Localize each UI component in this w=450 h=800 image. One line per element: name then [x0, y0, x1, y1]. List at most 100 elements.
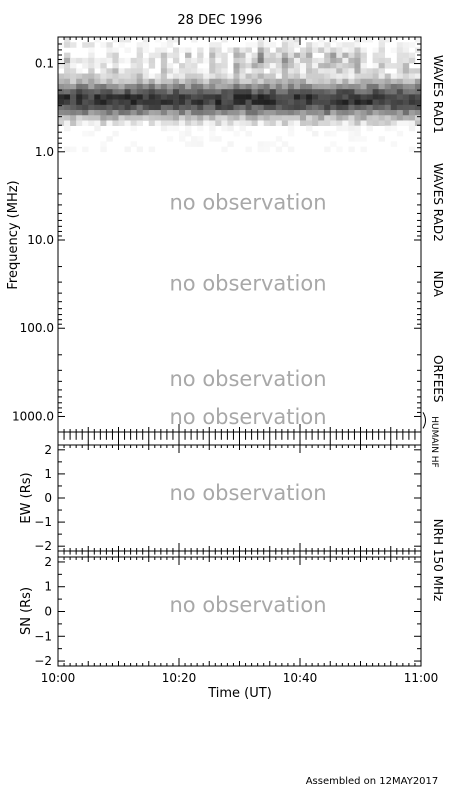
heatmap-cell — [203, 94, 210, 100]
heatmap-cell — [191, 99, 198, 106]
heatmap-cell — [118, 42, 125, 48]
heatmap-cell — [269, 94, 277, 100]
heatmap-cell — [342, 47, 349, 53]
heatmap-cell — [58, 110, 65, 116]
position-tick-label: −1 — [34, 515, 52, 529]
heatmap-cell — [148, 78, 156, 85]
heatmap-cell — [281, 37, 289, 43]
heatmap-cell — [245, 115, 252, 121]
heatmap-cell — [58, 104, 65, 111]
heatmap-cell — [148, 57, 156, 64]
heatmap-cell — [318, 104, 325, 111]
heatmap-cell — [100, 104, 107, 111]
heatmap-cell — [390, 115, 398, 121]
heatmap-cell — [281, 63, 289, 69]
heatmap-cell — [269, 99, 277, 106]
heatmap-cell — [209, 63, 216, 69]
heatmap-cell — [360, 68, 367, 74]
heatmap-cell — [136, 99, 143, 106]
heatmap-cell — [239, 125, 246, 132]
heatmap-cell — [275, 73, 283, 80]
heatmap-cell — [88, 63, 95, 69]
heatmap-cell — [112, 47, 119, 53]
heatmap-cell — [396, 68, 404, 74]
heatmap-cell — [160, 94, 168, 100]
heatmap-cell — [390, 141, 398, 147]
heatmap-cell — [227, 120, 234, 126]
heatmap-cell — [293, 52, 301, 59]
heatmap-cell — [239, 104, 246, 111]
heatmap-cell — [281, 57, 289, 64]
heatmap-cell — [372, 57, 379, 64]
heatmap-cell — [203, 104, 210, 111]
heatmap-cell — [269, 83, 277, 90]
heatmap-cell — [306, 83, 313, 90]
heatmap-cell — [372, 83, 379, 90]
heatmap-cell — [330, 68, 337, 74]
instrument-label: WAVES RAD1 — [431, 55, 445, 134]
heatmap-cell — [306, 57, 313, 64]
assembled-footer: Assembled on 12MAY2017 — [306, 776, 439, 787]
heatmap-cell — [402, 83, 410, 90]
heatmap-cell — [179, 83, 186, 90]
heatmap-cell — [70, 110, 77, 116]
heatmap-cell — [414, 99, 422, 106]
ew-no-observation: no observation — [169, 481, 326, 505]
heatmap-cell — [118, 37, 125, 43]
heatmap-cell — [396, 47, 404, 53]
heatmap-cell — [251, 89, 258, 95]
heatmap-cell — [269, 52, 277, 59]
heatmap-cell — [100, 120, 107, 126]
heatmap-cell — [124, 104, 131, 111]
heatmap-cell — [233, 104, 240, 111]
heatmap-cell — [88, 115, 95, 121]
heatmap-cell — [136, 63, 143, 69]
heatmap-cell — [70, 120, 77, 126]
heatmap-cell — [142, 94, 150, 100]
heatmap-cell — [148, 83, 156, 90]
spectrum-panel: 0.1 1.0 10.0 100.0 1000.0 Frequency (MHz) no… — [6, 36, 445, 468]
heatmap-cell — [263, 146, 271, 153]
heatmap-cell — [160, 110, 168, 116]
heatmap-cell — [124, 94, 131, 100]
heatmap-cell — [342, 73, 349, 80]
heatmap-cell — [166, 73, 174, 80]
heatmap-cell — [366, 78, 373, 85]
heatmap-cell — [58, 42, 65, 48]
heatmap-cell — [354, 125, 361, 132]
heatmap-cell — [372, 89, 379, 95]
heatmap-cell — [245, 89, 252, 95]
heatmap-cell — [275, 57, 283, 64]
heatmap-cell — [100, 89, 107, 95]
heatmap-cell — [209, 47, 216, 53]
heatmap-cell — [148, 99, 156, 106]
heatmap-cell — [166, 83, 174, 90]
heatmap-cell — [172, 68, 180, 74]
heatmap-cell — [166, 42, 174, 48]
heatmap-cell — [160, 68, 168, 74]
heatmap-cell — [197, 125, 204, 132]
position-tick-label: 0 — [44, 605, 52, 619]
heatmap-cell — [106, 52, 113, 59]
heatmap-cell — [209, 94, 216, 100]
heatmap-cell — [215, 47, 222, 53]
heatmap-cell — [209, 57, 216, 64]
heatmap-cell — [384, 73, 392, 80]
heatmap-cell — [154, 73, 162, 80]
heatmap-cell — [166, 68, 174, 74]
heatmap-cell — [221, 63, 228, 69]
heatmap-cell — [209, 89, 216, 95]
heatmap-cell — [215, 68, 222, 74]
heatmap-cell — [390, 83, 398, 90]
heatmap-cell — [209, 52, 216, 59]
heatmap-cell — [360, 110, 367, 116]
heatmap-cell — [106, 42, 113, 48]
heatmap-cell — [106, 47, 113, 53]
heatmap-cell — [378, 110, 385, 116]
heatmap-cell — [336, 47, 343, 53]
heatmap-cell — [100, 83, 107, 90]
heatmap-cell — [112, 120, 119, 126]
heatmap-cell — [257, 120, 264, 126]
heatmap-cell — [306, 63, 313, 69]
heatmap-cell — [300, 115, 307, 121]
